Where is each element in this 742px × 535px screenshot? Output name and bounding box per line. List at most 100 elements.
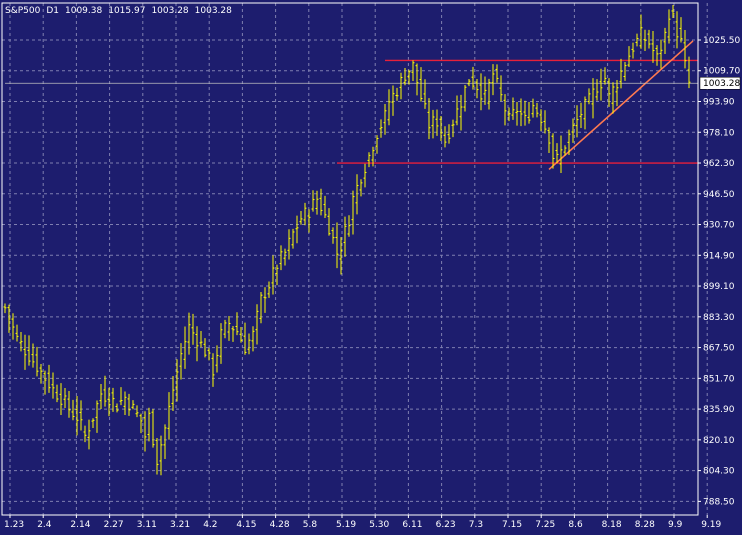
ohlc-bar: [7, 304, 11, 333]
ohlc-bar: [11, 313, 15, 340]
chart-header: S&P500 D1 1009.38 1015.97 1003.28 1003.28: [5, 6, 238, 16]
x-tick-label: 6.23: [436, 520, 456, 530]
ohlc-bar: [71, 399, 75, 421]
ohlc-high: 1015.97: [108, 6, 146, 16]
y-tick-label: 978.10: [703, 128, 735, 138]
ohlc-bar: [303, 202, 307, 226]
ohlc-bar: [679, 17, 683, 43]
ohlc-bar: [87, 419, 91, 450]
ohlc-bar: [671, 5, 675, 18]
ohlc-bar: [603, 67, 607, 85]
ohlc-bar: [607, 78, 611, 107]
ohlc-bar: [191, 313, 195, 345]
ohlc-bar: [183, 326, 187, 369]
ohlc-bar: [327, 208, 331, 236]
x-tick-label: 7.15: [502, 520, 522, 530]
y-tick-label: 788.50: [703, 497, 735, 507]
y-tick-label: 946.50: [703, 190, 735, 200]
y-tick-label: 914.90: [703, 251, 735, 261]
ohlc-bar: [415, 63, 419, 96]
ohlc-bar: [583, 96, 587, 130]
x-tick-label: 2.27: [104, 520, 124, 530]
y-tick-label: 835.90: [703, 405, 735, 415]
ohlc-bar: [139, 413, 143, 434]
ohlc-bar: [403, 67, 407, 86]
ohlc-bar: [463, 85, 467, 112]
x-tick-label: 4.28: [270, 520, 290, 530]
trend-line: [548, 40, 694, 171]
x-tick-label: 4.2: [203, 520, 217, 530]
ohlc-bar: [407, 69, 411, 85]
ohlc-bar: [527, 101, 531, 124]
ohlc-bar: [219, 323, 223, 364]
ohlc-bar: [359, 179, 363, 197]
ohlc-bar: [531, 98, 535, 118]
ohlc-bar: [135, 405, 139, 418]
ohlc-bar: [187, 312, 191, 355]
ohlc-bar: [235, 312, 239, 336]
ohlc-bar: [159, 435, 163, 476]
x-tick-label: 9.19: [701, 520, 721, 530]
ohlc-bar: [555, 143, 559, 164]
last-price-box: [699, 76, 741, 90]
ohlc-bar: [635, 33, 639, 47]
ohlc-bar: [91, 418, 95, 428]
grid: [2, 3, 708, 515]
ohlc-bar: [287, 229, 291, 260]
x-tick-label: 6.11: [402, 520, 422, 530]
ohlc-bar: [655, 45, 659, 66]
ohlc-bar: [75, 396, 79, 436]
ohlc-bar: [575, 105, 579, 138]
ohlc-bar: [295, 215, 299, 244]
ohlc-bar: [387, 89, 391, 126]
symbol-label: S&P500: [5, 6, 41, 16]
ohlc-bar: [315, 190, 319, 215]
ohlc-bar: [223, 319, 227, 339]
ohlc-bar: [147, 407, 151, 442]
ohlc-bar: [443, 126, 447, 148]
ohlc-bar: [487, 78, 491, 110]
ohlc-bar: [195, 326, 199, 362]
ohlc-bar: [623, 62, 627, 81]
plot-frame: [1, 2, 699, 516]
ohlc-bar: [51, 372, 55, 399]
y-tick-label: 820.10: [703, 436, 735, 446]
ohlc-bar: [115, 403, 119, 413]
y-tick-label: 993.90: [703, 98, 735, 108]
ohlc-bar: [163, 424, 167, 460]
ohlc-bar: [435, 109, 439, 136]
ohlc-bar: [427, 98, 431, 140]
ohlc-bar: [395, 87, 399, 101]
ohlc-bar: [319, 188, 323, 216]
ohlc-bar: [535, 102, 539, 118]
ohlc-bar: [175, 359, 179, 402]
ohlc-bar: [599, 68, 603, 101]
ohlc-bar: [503, 94, 507, 126]
ohlc-bar: [155, 438, 159, 475]
ohlc-bar: [591, 78, 595, 119]
ohlc-bar: [27, 335, 31, 366]
x-tick-label: 9.9: [668, 520, 683, 530]
ohlc-bar: [39, 364, 43, 384]
ohlc-bar: [475, 78, 479, 99]
ohlc-bar: [647, 29, 651, 49]
ohlc-bar: [347, 215, 351, 237]
ohlc-bar: [611, 82, 615, 114]
x-tick-label: 5.30: [369, 520, 389, 530]
ohlc-bar: [107, 387, 111, 417]
ohlc-bar: [539, 109, 543, 131]
ohlc-bar: [275, 264, 279, 286]
ohlc-bar: [431, 109, 435, 139]
ohlc-bar: [371, 146, 375, 167]
ohlc-bar: [179, 343, 183, 380]
ohlc-bar: [411, 60, 415, 81]
ohlc-bar: [567, 129, 571, 156]
ohlc-bar: [83, 425, 87, 443]
ohlc-bar: [267, 281, 271, 298]
x-tick-label: 3.21: [170, 520, 190, 530]
annotations: [5, 40, 698, 171]
y-tick-label: 962.30: [703, 159, 735, 169]
ohlc-bar: [495, 64, 499, 83]
